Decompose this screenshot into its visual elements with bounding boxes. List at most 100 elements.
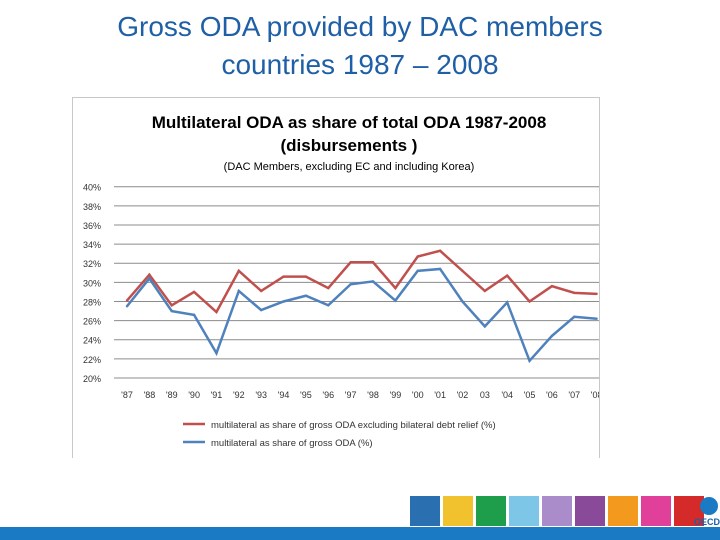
- chart-svg: Multilateral ODA as share of total ODA 1…: [83, 113, 599, 449]
- data-point: [349, 283, 352, 286]
- theme-tile-icon: [575, 496, 605, 526]
- y-tick-label: 40%: [83, 183, 101, 193]
- data-point: [327, 286, 330, 290]
- data-point: [371, 261, 375, 264]
- series-line-0: [126, 249, 597, 314]
- data-point: [148, 273, 151, 276]
- x-tick-label: '07: [568, 390, 580, 400]
- data-point: [192, 313, 196, 317]
- x-tick-label: '04: [501, 390, 513, 400]
- data-point: [505, 274, 509, 277]
- data-point: [148, 277, 151, 280]
- data-point: [573, 291, 576, 295]
- data-point: [125, 299, 129, 302]
- y-tick-label: 36%: [83, 221, 101, 231]
- theme-tile-icon: [410, 496, 440, 526]
- x-tick-label: '88: [143, 390, 155, 400]
- y-tick-label: 26%: [83, 317, 101, 327]
- y-tick-label: 28%: [83, 297, 101, 307]
- chart-subtitle: (DAC Members, excluding EC and including…: [224, 161, 475, 173]
- x-tick-label: '87: [121, 390, 133, 400]
- x-tick-label: '05: [524, 390, 536, 400]
- data-point: [215, 351, 218, 355]
- theme-tile-icon: [509, 496, 539, 526]
- y-tick-label: 38%: [83, 202, 101, 212]
- x-tick-label: '92: [233, 390, 245, 400]
- data-point: [282, 275, 285, 278]
- data-point: [282, 300, 285, 303]
- data-point: [595, 292, 598, 296]
- x-tick-label: '89: [166, 390, 178, 400]
- data-point: [438, 249, 442, 252]
- data-point: [304, 294, 308, 297]
- data-point: [170, 304, 173, 307]
- data-point: [528, 300, 531, 303]
- data-point: [394, 286, 397, 290]
- theme-tile-icon: [641, 496, 671, 526]
- theme-tile-icon: [608, 496, 638, 526]
- chart-title-line2: (disbursements ): [281, 136, 418, 155]
- theme-tile-icon: [542, 496, 572, 526]
- x-tick-label: '02: [457, 390, 469, 400]
- x-tick-label: '01: [434, 390, 446, 400]
- data-point: [461, 300, 464, 303]
- slide-title-line2: countries 1987 – 2008: [221, 49, 499, 80]
- y-tick-label: 34%: [83, 240, 101, 250]
- x-tick-label: '98: [367, 390, 379, 400]
- data-point: [573, 315, 576, 318]
- data-point: [394, 299, 397, 302]
- x-tick-label: 03: [480, 390, 490, 400]
- data-point: [505, 301, 509, 304]
- oecd-logo: OECD: [688, 497, 720, 527]
- y-tick-label: 30%: [83, 278, 101, 288]
- footer-bar: [0, 527, 720, 540]
- x-tick-label: '00: [412, 390, 424, 400]
- data-point: [125, 305, 129, 308]
- data-point: [461, 269, 464, 273]
- chart: Multilateral ODA as share of total ODA 1…: [72, 97, 600, 458]
- chart-title: Multilateral ODA as share of total ODA 1…: [152, 113, 547, 132]
- data-point: [237, 269, 241, 273]
- data-point: [349, 261, 352, 264]
- data-point: [438, 267, 442, 271]
- theme-tile-icon: [443, 496, 473, 526]
- series-line-1: [126, 267, 597, 364]
- footer-icons: [410, 496, 704, 526]
- theme-tile-icon: [674, 496, 704, 526]
- legend-label-0: multilateral as share of gross ODA exclu…: [211, 420, 496, 431]
- y-tick-label: 24%: [83, 336, 101, 346]
- data-point: [595, 317, 598, 320]
- theme-tile-icon: [476, 496, 506, 526]
- data-point: [416, 269, 419, 273]
- legend-label-1: multilateral as share of gross ODA (%): [211, 438, 373, 449]
- data-point: [550, 284, 554, 288]
- x-tick-label: '93: [255, 390, 267, 400]
- slide-title: Gross ODA provided by DAC members countr…: [0, 8, 720, 84]
- data-point: [327, 304, 330, 307]
- data-point: [550, 334, 554, 338]
- y-tick-label: 20%: [83, 374, 101, 384]
- data-point: [192, 290, 196, 294]
- x-tick-label: '96: [322, 390, 334, 400]
- x-tick-label: '94: [278, 390, 290, 400]
- data-point: [416, 255, 419, 258]
- x-tick-label: '99: [389, 390, 401, 400]
- y-tick-label: 32%: [83, 259, 101, 269]
- data-point: [237, 289, 241, 293]
- data-point: [215, 310, 218, 314]
- x-tick-label: '91: [211, 390, 223, 400]
- data-point: [483, 325, 487, 328]
- x-tick-label: '06: [546, 390, 558, 400]
- data-point: [483, 289, 487, 293]
- oecd-logo-text: OECD: [693, 517, 720, 527]
- x-tick-label: '95: [300, 390, 312, 400]
- data-point: [170, 309, 173, 313]
- slide-title-line1: Gross ODA provided by DAC members: [117, 11, 603, 42]
- y-tick-label: 22%: [83, 355, 101, 365]
- data-point: [304, 275, 308, 278]
- data-point: [259, 308, 263, 312]
- data-point: [259, 289, 263, 293]
- data-point: [528, 359, 531, 362]
- data-point: [371, 280, 375, 283]
- x-tick-label: '90: [188, 390, 200, 400]
